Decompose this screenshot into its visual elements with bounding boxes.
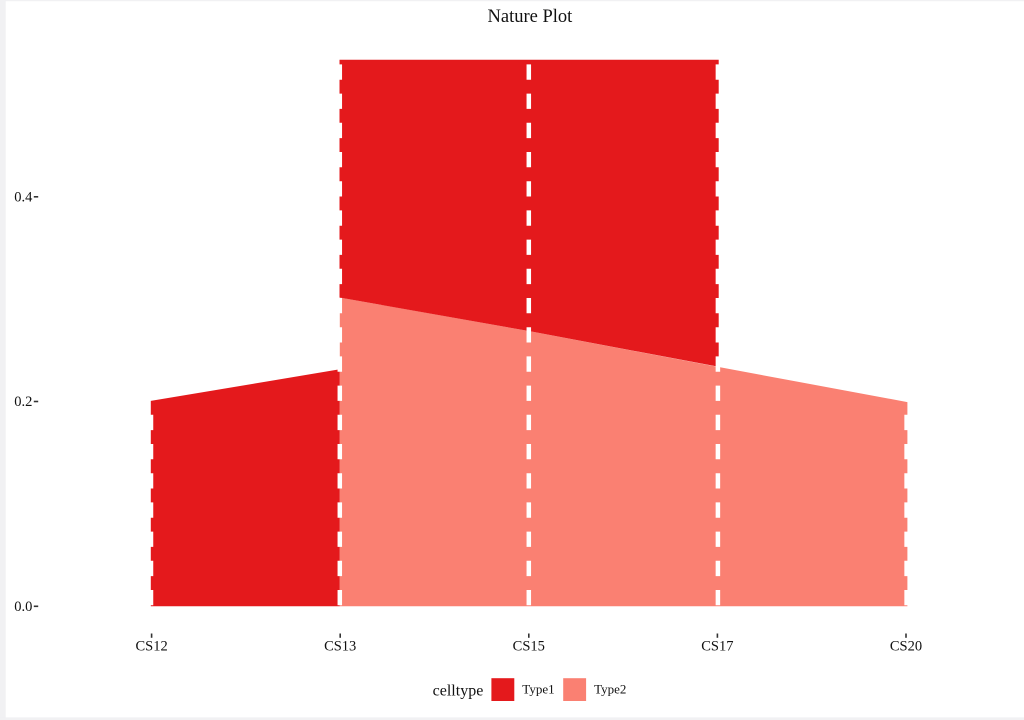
svg-text:CS17: CS17 (701, 639, 733, 655)
svg-text:CS12: CS12 (135, 639, 167, 655)
svg-text:0.2: 0.2 (14, 394, 32, 410)
svg-text:Type2: Type2 (594, 682, 626, 697)
svg-text:CS13: CS13 (324, 639, 356, 655)
svg-text:Type1: Type1 (522, 682, 554, 697)
svg-text:0.4: 0.4 (14, 190, 33, 206)
svg-text:CS20: CS20 (890, 639, 922, 655)
svg-text:CS15: CS15 (513, 639, 545, 655)
svg-text:Nature Plot: Nature Plot (488, 7, 574, 27)
svg-text:celltype: celltype (433, 683, 484, 700)
svg-text:0.0: 0.0 (14, 599, 32, 615)
